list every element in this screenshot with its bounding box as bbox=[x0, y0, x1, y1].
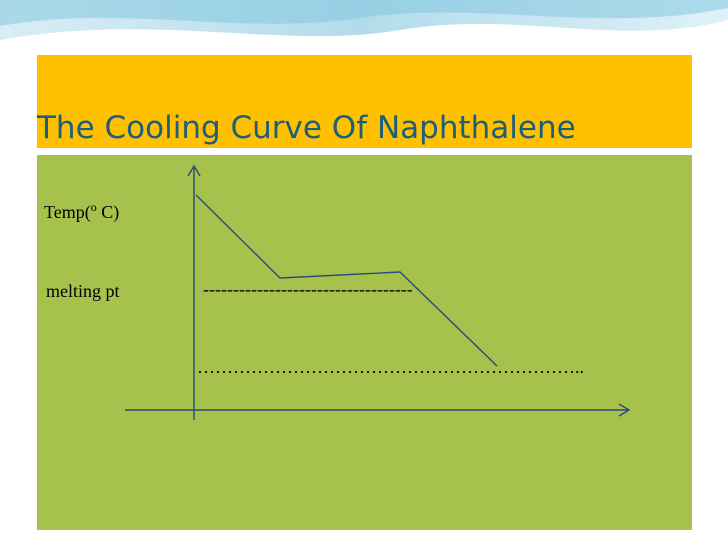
y-axis-arrow bbox=[187, 164, 201, 177]
y-axis-label: Temp(o C) bbox=[44, 200, 119, 223]
content-area bbox=[37, 155, 692, 530]
x-axis-arrow bbox=[618, 403, 631, 417]
label-part: C) bbox=[97, 202, 120, 223]
label-part: Temp( bbox=[44, 202, 91, 223]
title-bar bbox=[37, 55, 692, 148]
melting-line: ----------------------------------- bbox=[203, 279, 413, 299]
melting-label: melting pt bbox=[46, 281, 120, 301]
wave-decoration bbox=[0, 0, 728, 26]
cooling-curve bbox=[195, 194, 498, 367]
title: The Cooling Curve Of Naphthalene bbox=[36, 110, 576, 146]
dotted-line: ……………………………………………………….. bbox=[197, 357, 584, 377]
label-superscript: o bbox=[91, 200, 97, 214]
